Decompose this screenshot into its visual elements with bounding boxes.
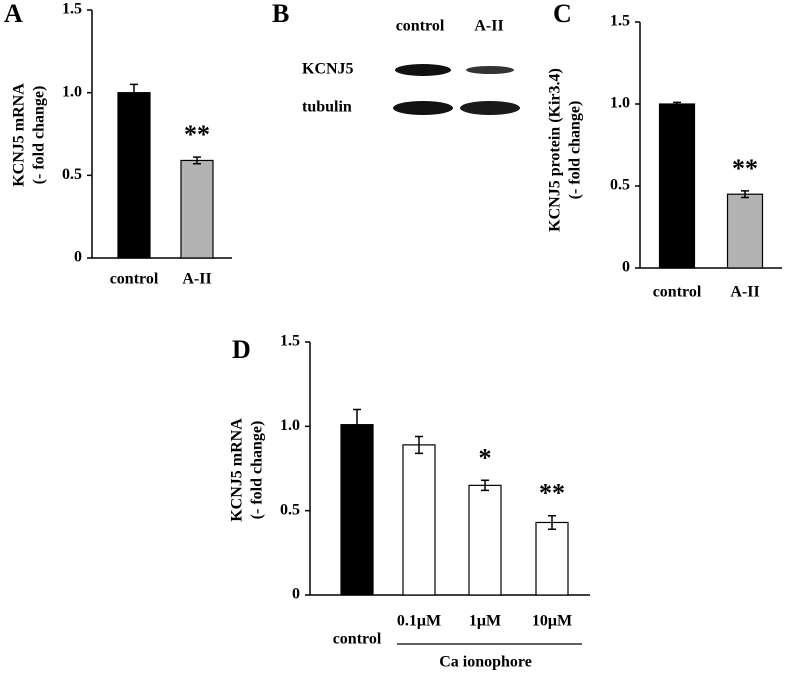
x-tick-label: 0.1μM (397, 613, 441, 630)
error-bar (481, 479, 489, 492)
y-tick-label: 1.0 (280, 417, 300, 434)
x-tick-label: control (653, 284, 702, 301)
bar (658, 103, 696, 269)
group-label: Ca ionophore (439, 654, 532, 671)
significance-label: * (479, 443, 492, 472)
y-tick-label: 1.5 (280, 333, 300, 350)
y-tick-label: 0.5 (62, 166, 82, 183)
x-tick-label: A-II (182, 271, 211, 288)
bar (726, 193, 764, 269)
blot-column-label: A-II (474, 18, 503, 35)
y-axis-label: (- fold change) (31, 86, 48, 185)
blot-band (393, 101, 453, 115)
significance-label: ** (732, 154, 758, 183)
y-axis-label: KCNJ5 protein (Kir3.4) (547, 68, 564, 232)
x-tick-label: 1μM (469, 613, 501, 630)
significance-label: ** (184, 120, 210, 149)
blot-band (466, 66, 514, 74)
bar (117, 92, 151, 259)
bar (535, 521, 569, 596)
significance-label: ** (539, 479, 565, 508)
y-tick-label: 1.5 (62, 1, 82, 18)
panel-letter: B (272, 0, 289, 28)
blot-row-label: tubulin (302, 99, 352, 116)
y-tick-label: 0.5 (610, 177, 630, 194)
y-tick-label: 1.5 (610, 13, 630, 30)
y-axis-label: KCNJ5 mRNA (229, 418, 246, 522)
panel-letter: C (553, 0, 572, 28)
y-axis-label: KCNJ5 mRNA (11, 83, 28, 187)
bar (180, 159, 214, 259)
error-bar (353, 408, 361, 441)
y-axis-label: (- fold change) (567, 101, 584, 200)
error-bar (415, 435, 423, 455)
error-bar (193, 156, 201, 165)
y-axis-label: (- fold change) (249, 421, 266, 520)
error-bar (741, 190, 749, 199)
bar (402, 444, 436, 596)
blot-band (395, 64, 451, 76)
y-tick-label: 0 (292, 586, 300, 603)
error-bar (130, 83, 138, 102)
error-bar (548, 514, 556, 530)
x-tick-label: control (333, 631, 382, 648)
bar (468, 484, 502, 596)
x-tick-label: 10μM (532, 613, 572, 630)
x-tick-label: A-II (730, 284, 759, 301)
panel-letter: D (232, 335, 251, 364)
panel-letter: A (4, 0, 23, 28)
bar (340, 424, 374, 596)
blot-band (460, 101, 520, 115)
western-blot: control A-II KCNJ5 tubulin (302, 18, 520, 116)
y-tick-label: 0.5 (280, 501, 300, 518)
error-bar (673, 101, 681, 107)
blot-column-label: control (396, 18, 445, 35)
y-tick-label: 0 (74, 249, 82, 266)
y-tick-label: 0 (622, 259, 630, 276)
y-tick-label: 1.0 (62, 83, 82, 100)
blot-row-label: KCNJ5 (302, 61, 354, 78)
y-tick-label: 1.0 (610, 95, 630, 112)
x-tick-label: control (110, 271, 159, 288)
